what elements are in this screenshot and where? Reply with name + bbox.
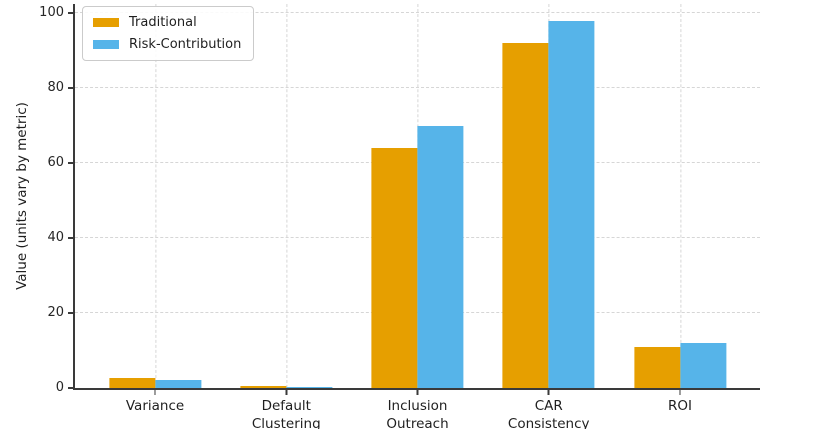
y-axis-label: Value (units vary by metric) <box>14 102 30 290</box>
bar-traditional-inclusion-outreach <box>371 148 418 388</box>
bar-risk-contribution-variance <box>155 379 202 388</box>
x-tick-mark <box>416 390 419 395</box>
y-tick-mark <box>67 387 73 389</box>
bar-traditional-roi <box>633 346 680 388</box>
category-group-default-clustering: Default Clustering <box>221 4 352 429</box>
bar-risk-contribution-roi <box>679 343 726 388</box>
category-group-car-consistency: CAR Consistency <box>483 4 614 429</box>
y-tick-label: 100 <box>39 5 64 20</box>
x-tick-mark <box>285 390 288 395</box>
bar-pair <box>89 377 220 388</box>
bar-pair <box>614 343 745 388</box>
bar-risk-contribution-inclusion-outreach <box>417 125 464 388</box>
y-tick-mark <box>67 12 73 14</box>
bar-traditional-car-consistency <box>502 43 549 388</box>
bar-risk-contribution-default-clustering <box>286 386 333 388</box>
vertical-gridline <box>679 4 681 388</box>
x-tick-mark <box>547 390 550 395</box>
legend-item-risk-contribution: Risk-Contribution <box>93 37 241 52</box>
legend-swatch-risk-contribution <box>93 40 119 49</box>
y-tick-label: 60 <box>47 155 64 170</box>
x-tick-label-inclusion-outreach: Inclusion Outreach <box>386 398 449 429</box>
y-tick-label: 20 <box>47 305 64 320</box>
y-tick-label: 40 <box>47 230 64 245</box>
legend: Traditional Risk-Contribution <box>82 6 255 61</box>
y-tick-label: 80 <box>47 80 64 95</box>
vertical-gridline <box>155 4 157 388</box>
category-group-roi: ROI <box>614 4 745 414</box>
legend-label: Traditional <box>129 15 197 30</box>
x-tick-label-variance: Variance <box>125 398 185 414</box>
bar-traditional-variance <box>109 377 156 388</box>
y-tick-mark <box>67 237 73 239</box>
bar-pair <box>483 20 614 388</box>
bar-risk-contribution-car-consistency <box>548 20 595 388</box>
bar-pair <box>221 386 352 388</box>
y-tick-mark <box>67 87 73 89</box>
y-tick-label: 0 <box>55 380 64 395</box>
y-tick-mark <box>67 312 73 314</box>
legend-swatch-traditional <box>93 18 119 27</box>
category-group-inclusion-outreach: Inclusion Outreach <box>352 4 483 429</box>
category-group-variance: Variance <box>89 4 220 414</box>
x-tick-mark <box>679 390 681 395</box>
x-tick-label-car-consistency: CAR Consistency <box>507 398 590 429</box>
bar-traditional-default-clustering <box>240 386 287 388</box>
x-tick-label-default-clustering: Default Clustering <box>251 398 321 429</box>
plot-area: Traditional Risk-Contribution 0 20 40 60 80 10… <box>39 4 760 429</box>
legend-item-traditional: Traditional <box>93 15 241 30</box>
x-tick-label-roi: ROI <box>667 398 692 414</box>
x-tick-mark <box>154 390 156 395</box>
vertical-gridline <box>286 4 288 388</box>
y-tick-mark <box>67 162 73 164</box>
legend-label: Risk-Contribution <box>129 37 242 52</box>
bar-pair <box>352 125 483 388</box>
